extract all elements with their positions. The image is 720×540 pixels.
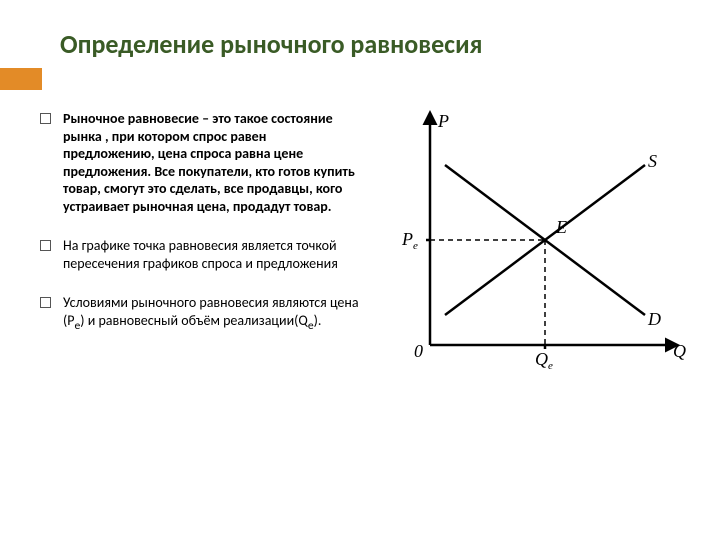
bullet-marker-icon [40,297,51,308]
bullet-text: Рыночное равновесие – это такое состояни… [63,110,360,215]
list-item: Условиями рыночного равновесия являются … [40,294,360,333]
page-title: Определение рыночного равновесия [60,28,680,60]
svg-text:Pe: Pe [401,229,418,252]
svg-text:Qe: Qe [535,349,553,372]
bullet-list: Рыночное равновесие – это такое состояни… [40,110,360,355]
bullet-text: Условиями рыночного равновесия являются … [63,294,360,333]
svg-text:D: D [647,309,661,329]
bullet-marker-icon [40,113,51,124]
accent-bar [0,68,42,90]
list-item: Рыночное равновесие – это такое состояни… [40,110,360,215]
bullet-marker-icon [40,240,51,251]
svg-text:E: E [555,217,567,237]
svg-text:Q: Q [673,341,686,361]
equilibrium-chart: P Q 0 S D E Pe Qe [390,105,690,385]
svg-text:0: 0 [414,341,423,361]
svg-text:S: S [648,151,657,171]
bullet-text: На графике точка равновесия является точ… [63,237,360,272]
svg-text:P: P [437,111,449,131]
list-item: На графике точка равновесия является точ… [40,237,360,272]
